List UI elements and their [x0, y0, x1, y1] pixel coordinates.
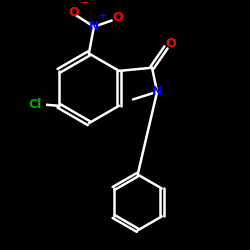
Text: O: O: [113, 12, 123, 24]
Text: O: O: [166, 37, 176, 50]
Text: N: N: [152, 85, 162, 98]
Text: −: −: [81, 0, 89, 8]
Text: N: N: [89, 20, 99, 33]
Text: O: O: [68, 6, 79, 19]
Text: Cl: Cl: [28, 98, 41, 111]
Text: +: +: [99, 11, 106, 20]
